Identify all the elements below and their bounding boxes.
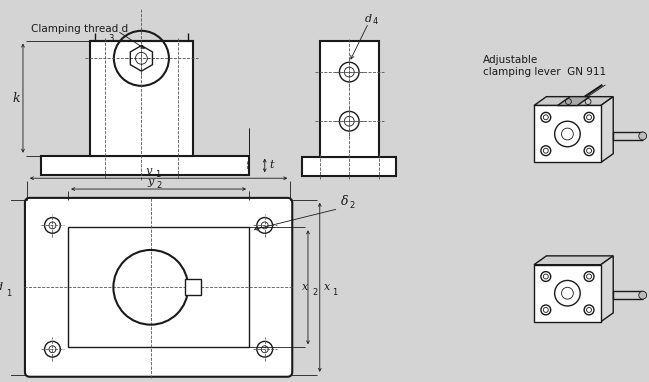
Polygon shape xyxy=(534,97,613,105)
Bar xyxy=(320,40,379,157)
Text: clamping lever  GN 911: clamping lever GN 911 xyxy=(483,67,606,77)
Text: d: d xyxy=(0,282,3,292)
Bar xyxy=(90,40,193,155)
Text: 3: 3 xyxy=(108,34,114,43)
Bar xyxy=(68,227,249,347)
Text: 1: 1 xyxy=(6,289,12,298)
Polygon shape xyxy=(601,97,613,162)
Polygon shape xyxy=(601,256,613,322)
Polygon shape xyxy=(534,105,601,162)
Polygon shape xyxy=(557,97,590,105)
Text: y: y xyxy=(145,166,152,176)
Text: δ: δ xyxy=(341,195,349,208)
Bar xyxy=(302,157,397,176)
Text: x: x xyxy=(302,282,308,292)
Polygon shape xyxy=(534,256,613,265)
Text: y: y xyxy=(147,177,154,187)
Text: k: k xyxy=(12,92,20,105)
FancyBboxPatch shape xyxy=(25,198,292,377)
Text: Clamping thread d: Clamping thread d xyxy=(31,24,128,34)
Bar xyxy=(41,155,249,175)
Text: d: d xyxy=(365,14,372,24)
Text: x: x xyxy=(323,282,330,292)
Text: 4: 4 xyxy=(373,18,378,26)
Text: 2: 2 xyxy=(349,201,354,210)
Text: Adjustable: Adjustable xyxy=(483,55,538,65)
Bar xyxy=(185,280,201,295)
Text: 1: 1 xyxy=(154,170,160,179)
Text: t: t xyxy=(269,160,274,170)
Text: 1: 1 xyxy=(332,288,337,297)
Text: 2: 2 xyxy=(312,288,317,297)
Circle shape xyxy=(639,291,646,299)
Polygon shape xyxy=(534,265,601,322)
Circle shape xyxy=(639,132,646,140)
Text: 2: 2 xyxy=(156,181,162,189)
